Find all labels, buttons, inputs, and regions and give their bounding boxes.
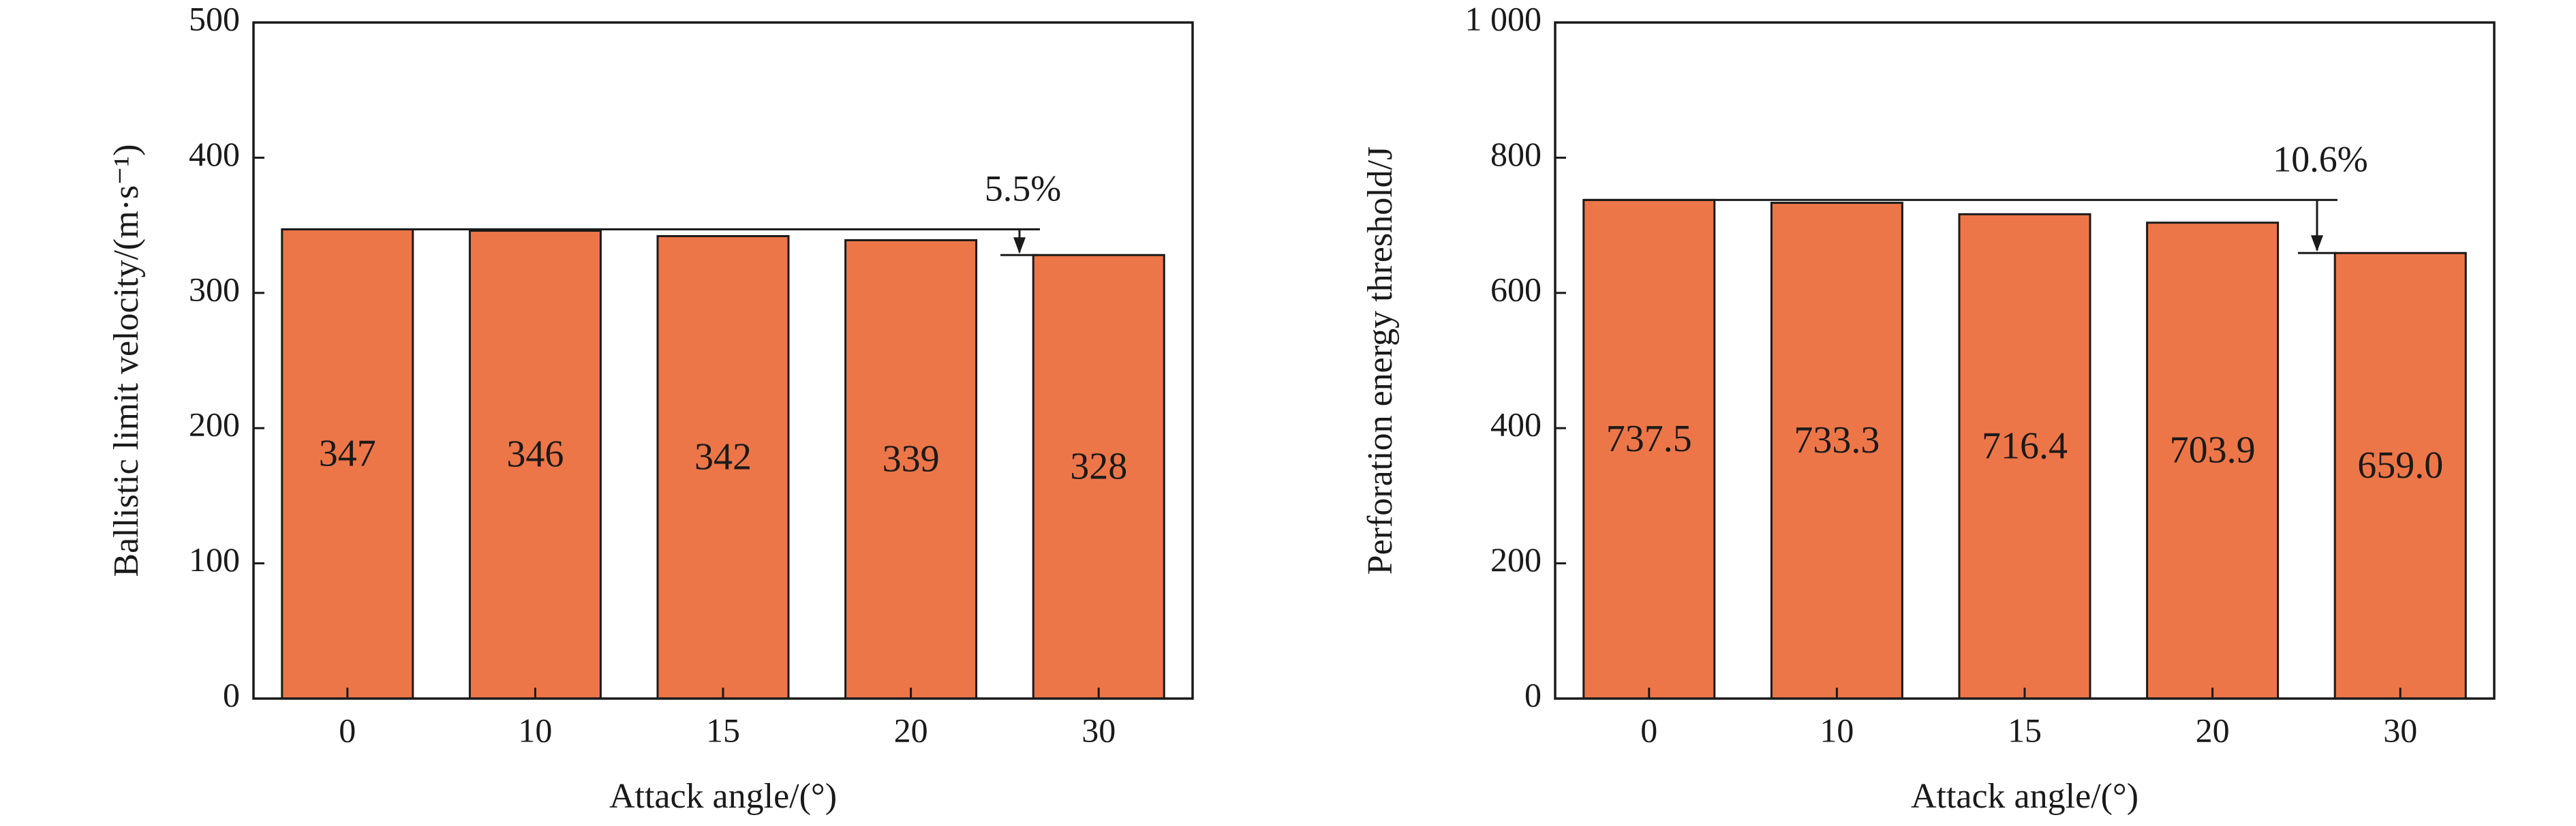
x-tick-label: 30 xyxy=(2383,711,2417,749)
x-tick-label: 10 xyxy=(518,711,552,749)
y-tick-label: 0 xyxy=(1524,675,1542,714)
y-tick-label: 800 xyxy=(1490,135,1542,173)
bar-20 xyxy=(844,239,978,700)
y-tick-label: 600 xyxy=(1490,270,1542,308)
data-label-0: 347 xyxy=(319,433,376,475)
x-tick-label: 20 xyxy=(894,711,928,749)
y-tick-label: 500 xyxy=(189,0,240,37)
y-tick-label: 400 xyxy=(1490,406,1542,444)
x-tick-label: 0 xyxy=(1640,711,1657,749)
data-label-30: 328 xyxy=(1070,445,1127,487)
bar-10 xyxy=(1770,202,1903,700)
y-tick-label: 300 xyxy=(189,270,240,308)
bar-0 xyxy=(281,228,414,700)
annotation-arrow-head xyxy=(1013,237,1026,254)
bar-0 xyxy=(1582,198,1716,700)
x-tick-label: 30 xyxy=(1082,711,1116,749)
y-tick-label: 1 000 xyxy=(1465,0,1542,37)
data-label-10: 346 xyxy=(506,433,564,476)
y-axis-title: Perforation energy threshold/J xyxy=(1361,147,1400,575)
x-tick-label: 15 xyxy=(2008,711,2042,749)
ballistic-velocity-chart: 347 346 342 339 328 0 100 200 300 400 500 0 10 15 20 30… xyxy=(107,0,1194,816)
y-tick-label: 0 xyxy=(223,675,240,714)
perforation-energy-chart: 737.5 733.3 716.4 703.9 659.002004006008001 … xyxy=(1361,0,2496,816)
data-label-20: 339 xyxy=(883,438,940,480)
annotation-label: 5.5% xyxy=(985,168,1061,209)
x-tick-label: 20 xyxy=(2196,711,2230,749)
data-label-30: 659.0 xyxy=(2357,444,2443,487)
y-tick-label: 200 xyxy=(1490,540,1542,579)
y-tick-label: 200 xyxy=(189,406,240,444)
y-tick-label: 100 xyxy=(189,540,240,579)
x-axis-title: Attack angle/(°) xyxy=(609,777,837,816)
data-label-20: 703.9 xyxy=(2170,429,2256,472)
y-axis-title: Ballistic limit velocity/(m·s⁻¹) xyxy=(107,144,146,577)
x-tick-label: 15 xyxy=(706,711,740,749)
bar-30 xyxy=(1032,254,1165,700)
bar-15 xyxy=(1958,213,2091,700)
x-axis-title: Attack angle/(°) xyxy=(1911,777,2138,816)
bar-10 xyxy=(468,230,602,700)
bar-15 xyxy=(656,234,790,700)
x-tick-label: 10 xyxy=(1820,711,1854,749)
bar-30 xyxy=(2333,251,2467,700)
data-label-10: 733.3 xyxy=(1794,419,1880,461)
bar-20 xyxy=(2146,221,2280,700)
annotation-label: 10.6% xyxy=(2273,138,2367,179)
data-label-15: 716.4 xyxy=(1982,425,2068,468)
data-label-15: 342 xyxy=(694,436,752,478)
data-label-0: 737.5 xyxy=(1606,418,1692,460)
x-tick-label: 0 xyxy=(339,711,356,749)
y-tick-label: 400 xyxy=(189,135,240,173)
annotation-arrow-head xyxy=(2311,235,2323,252)
